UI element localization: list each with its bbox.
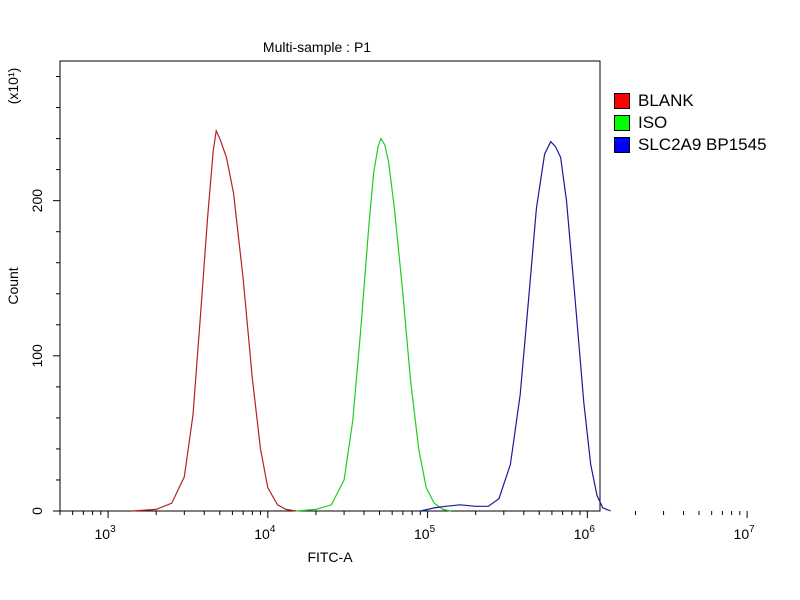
legend-swatch-blank bbox=[614, 93, 630, 109]
legend-swatch-iso bbox=[614, 115, 630, 131]
x-axis-label: FITC-A bbox=[307, 549, 353, 565]
x-tick-label: 107 bbox=[734, 524, 756, 542]
y-axis-multiplier: (x10¹) bbox=[5, 68, 21, 105]
legend: BLANK ISO SLC2A9 BP1545 bbox=[614, 90, 767, 156]
x-tick-label: 105 bbox=[414, 524, 436, 542]
series-line-0 bbox=[131, 128, 297, 512]
legend-label-slc2a9: SLC2A9 BP1545 bbox=[638, 135, 767, 154]
y-tick-label: 100 bbox=[29, 344, 45, 368]
legend-item-iso: ISO bbox=[614, 112, 767, 134]
chart-title: Multi-sample : P1 bbox=[263, 39, 371, 55]
x-axis: 103 104 105 106 107 bbox=[59, 511, 756, 542]
series-line-2 bbox=[420, 140, 611, 512]
series-line-1 bbox=[295, 137, 452, 512]
x-tick-label: 106 bbox=[574, 524, 596, 542]
y-axis: 0 100 200 bbox=[29, 76, 60, 515]
y-tick-label: 0 bbox=[29, 507, 45, 515]
y-tick-label: 200 bbox=[29, 189, 45, 213]
x-tick-label: 103 bbox=[95, 524, 117, 542]
legend-item-slc2a9: SLC2A9 BP1545 bbox=[614, 134, 767, 156]
legend-label-iso: ISO bbox=[638, 113, 668, 132]
legend-swatch-slc2a9 bbox=[614, 137, 630, 153]
plot-area bbox=[59, 60, 601, 512]
y-axis-label: Count bbox=[5, 267, 21, 304]
series-curves bbox=[131, 128, 611, 512]
x-tick-label: 104 bbox=[254, 524, 276, 542]
legend-item-blank: BLANK bbox=[614, 90, 767, 112]
legend-label-blank: BLANK bbox=[638, 91, 694, 110]
